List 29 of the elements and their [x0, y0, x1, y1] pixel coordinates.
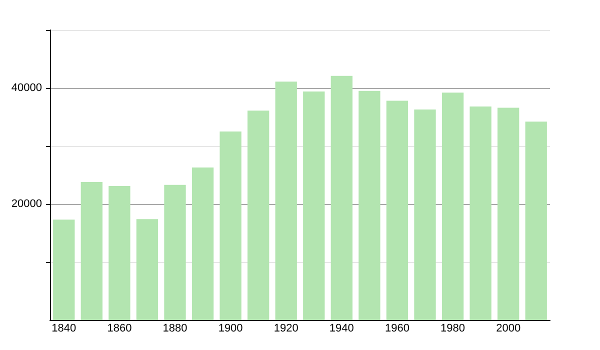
bar: [220, 132, 242, 320]
bar: [414, 109, 436, 320]
bar: [80, 182, 102, 320]
bar: [53, 220, 75, 320]
x-tick-label: 1840: [52, 322, 76, 334]
bar: [330, 76, 352, 320]
bar: [108, 186, 130, 320]
y-tick-label: 40000: [11, 82, 42, 94]
bar: [358, 90, 380, 320]
x-tick-label: 1900: [218, 322, 243, 334]
bar: [525, 122, 547, 320]
bar: [498, 108, 520, 320]
bar: [470, 106, 492, 320]
x-tick-label: 1980: [440, 322, 466, 334]
x-tick-label: 1940: [329, 322, 354, 334]
bar: [442, 92, 464, 320]
bar: [386, 100, 408, 320]
x-tick-label: 1880: [162, 322, 188, 334]
bar: [136, 219, 158, 320]
bar: [192, 167, 214, 320]
x-tick-label: 1860: [107, 322, 132, 334]
x-tick-label: 2000: [496, 322, 521, 334]
y-tick-label: 20000: [11, 198, 42, 210]
bar: [248, 110, 270, 320]
bar: [164, 184, 186, 320]
bar: [303, 91, 325, 320]
x-tick-label: 1920: [274, 322, 298, 334]
x-tick-label: 1960: [384, 322, 410, 334]
bar: [275, 82, 297, 320]
